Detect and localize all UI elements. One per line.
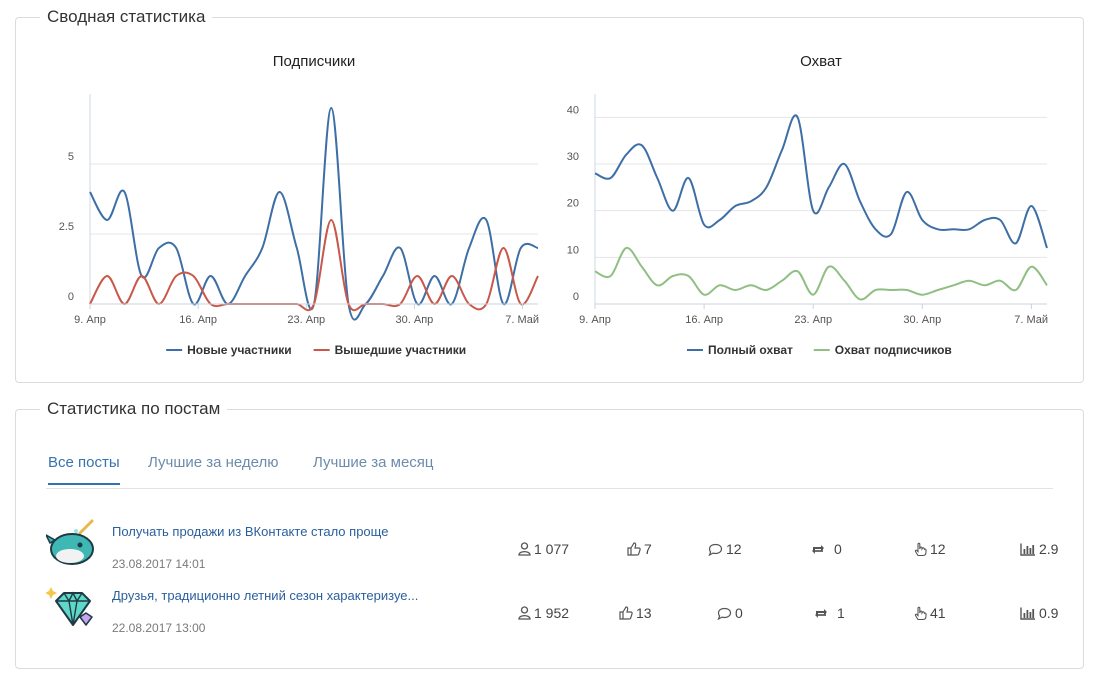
user-icon	[518, 606, 531, 620]
narwhal-icon[interactable]	[44, 519, 98, 571]
y-tick-label: 20	[567, 198, 579, 210]
er-value: 0.9	[1039, 605, 1059, 621]
subscribers-chart-svg: Подписчики 0 2.5 5 9. Апр 16. Апр 23. Апр 30. А…	[59, 53, 539, 357]
x-tick-label: 16. Апр	[179, 314, 217, 326]
tab-best-month[interactable]: Лучшие за месяц	[313, 454, 434, 471]
chart-title: Подписчики	[273, 53, 356, 70]
chart-title: Охват	[800, 53, 842, 70]
user-icon	[518, 542, 531, 556]
comments-metric: 12	[708, 540, 742, 558]
x-tick-label: 16. Апр	[685, 314, 723, 326]
likes-metric: 7	[627, 540, 652, 558]
likes-value: 7	[644, 541, 652, 557]
comments-metric: 0	[717, 604, 743, 622]
legend-label: Охват подписчиков	[835, 343, 952, 357]
er-metric: 2.9	[1020, 540, 1058, 558]
summary-panel: Сводная статистика Подписчики 0 2.5 5 9. Апр…	[15, 7, 1084, 384]
x-tick-label: 9. Апр	[74, 314, 106, 326]
repost-icon	[815, 608, 827, 618]
likes-value: 13	[636, 605, 652, 621]
x-tick-label: 30. Апр	[903, 314, 941, 326]
thumbs-up-icon	[627, 542, 641, 556]
thumbs-up-icon	[619, 606, 633, 620]
pointer-hand-icon	[914, 542, 927, 556]
post-row: Друзья, традиционно летний сезон характе…	[45, 583, 1058, 645]
post-date: 22.08.2017 13:00	[112, 621, 206, 635]
comments-value: 0	[735, 605, 743, 621]
reposts-value: 1	[837, 605, 845, 621]
views-value: 1 952	[534, 605, 570, 621]
comment-icon	[717, 607, 732, 620]
y-tick-label: 10	[567, 244, 579, 256]
y-tick-label: 0	[573, 291, 579, 303]
post-title-link[interactable]: Получать продажи из ВКонтакте стало прощ…	[112, 524, 389, 539]
post-title-link[interactable]: Друзья, традиционно летний сезон характе…	[112, 588, 419, 603]
clicks-value: 12	[930, 541, 946, 557]
posts-tabs: Все посты Лучшие за неделю Лучшие за мес…	[46, 454, 1053, 489]
bar-chart-icon	[1020, 543, 1035, 556]
likes-metric: 13	[619, 604, 652, 622]
x-tick-label: 7. Май	[505, 314, 539, 326]
reach-chart: Охват 0 10 20 30 40 9. Апр 16. Апр 23. Апр 30. Ап…	[561, 18, 1066, 384]
x-tick-label: 23. Апр	[287, 314, 325, 326]
clicks-metric: 12	[914, 540, 946, 558]
bar-chart-icon	[1020, 607, 1035, 620]
x-tick-label: 9. Апр	[579, 314, 611, 326]
post-date: 23.08.2017 14:01	[112, 557, 206, 571]
repost-icon	[812, 544, 824, 554]
views-metric: 1 952	[518, 604, 569, 622]
x-tick-label: 30. Апр	[396, 314, 434, 326]
reposts-metric: 0	[810, 540, 842, 558]
x-tick-label: 23. Апр	[794, 314, 832, 326]
summary-title: Сводная статистика	[40, 7, 213, 27]
reach-chart-svg: Охват 0 10 20 30 40 9. Апр 16. Апр 23. Апр 30. Ап…	[567, 53, 1048, 357]
post-row: Получать продажи из ВКонтакте стало прощ…	[44, 519, 1058, 581]
subscribers-chart: Подписчики 0 2.5 5 9. Апр 16. Апр 23. Апр 30. А…	[46, 18, 551, 384]
series-line	[89, 218, 539, 312]
y-tick-label: 30	[567, 151, 579, 163]
posts-title: Статистика по постам	[40, 399, 228, 419]
er-metric: 0.9	[1020, 604, 1058, 622]
y-tick-label: 0	[68, 291, 74, 303]
x-tick-label: 7. Май	[1014, 314, 1048, 326]
comment-icon	[708, 543, 723, 556]
legend-label: Новые участники	[187, 343, 292, 357]
series-line	[594, 246, 1048, 301]
series-line	[89, 106, 539, 321]
comments-value: 12	[726, 541, 742, 557]
diamond-icon[interactable]	[45, 583, 98, 635]
y-tick-label: 40	[567, 104, 579, 116]
y-tick-label: 2.5	[59, 221, 74, 233]
tab-best-week[interactable]: Лучшие за неделю	[148, 454, 279, 471]
views-value: 1 077	[534, 541, 570, 557]
tab-all-posts[interactable]: Все посты	[48, 454, 120, 485]
clicks-metric: 41	[914, 604, 946, 622]
posts-panel: Статистика по постам Все посты Лучшие за…	[15, 399, 1084, 669]
pointer-hand-icon	[914, 606, 927, 620]
legend-label: Полный охват	[708, 343, 793, 357]
er-value: 2.9	[1039, 541, 1059, 557]
reposts-value: 0	[834, 541, 842, 557]
views-metric: 1 077	[518, 540, 569, 558]
legend-label: Вышедшие участники	[335, 343, 466, 357]
y-tick-label: 5	[68, 151, 74, 163]
clicks-value: 41	[930, 605, 946, 621]
reposts-metric: 1	[813, 604, 845, 622]
series-line	[594, 114, 1048, 249]
